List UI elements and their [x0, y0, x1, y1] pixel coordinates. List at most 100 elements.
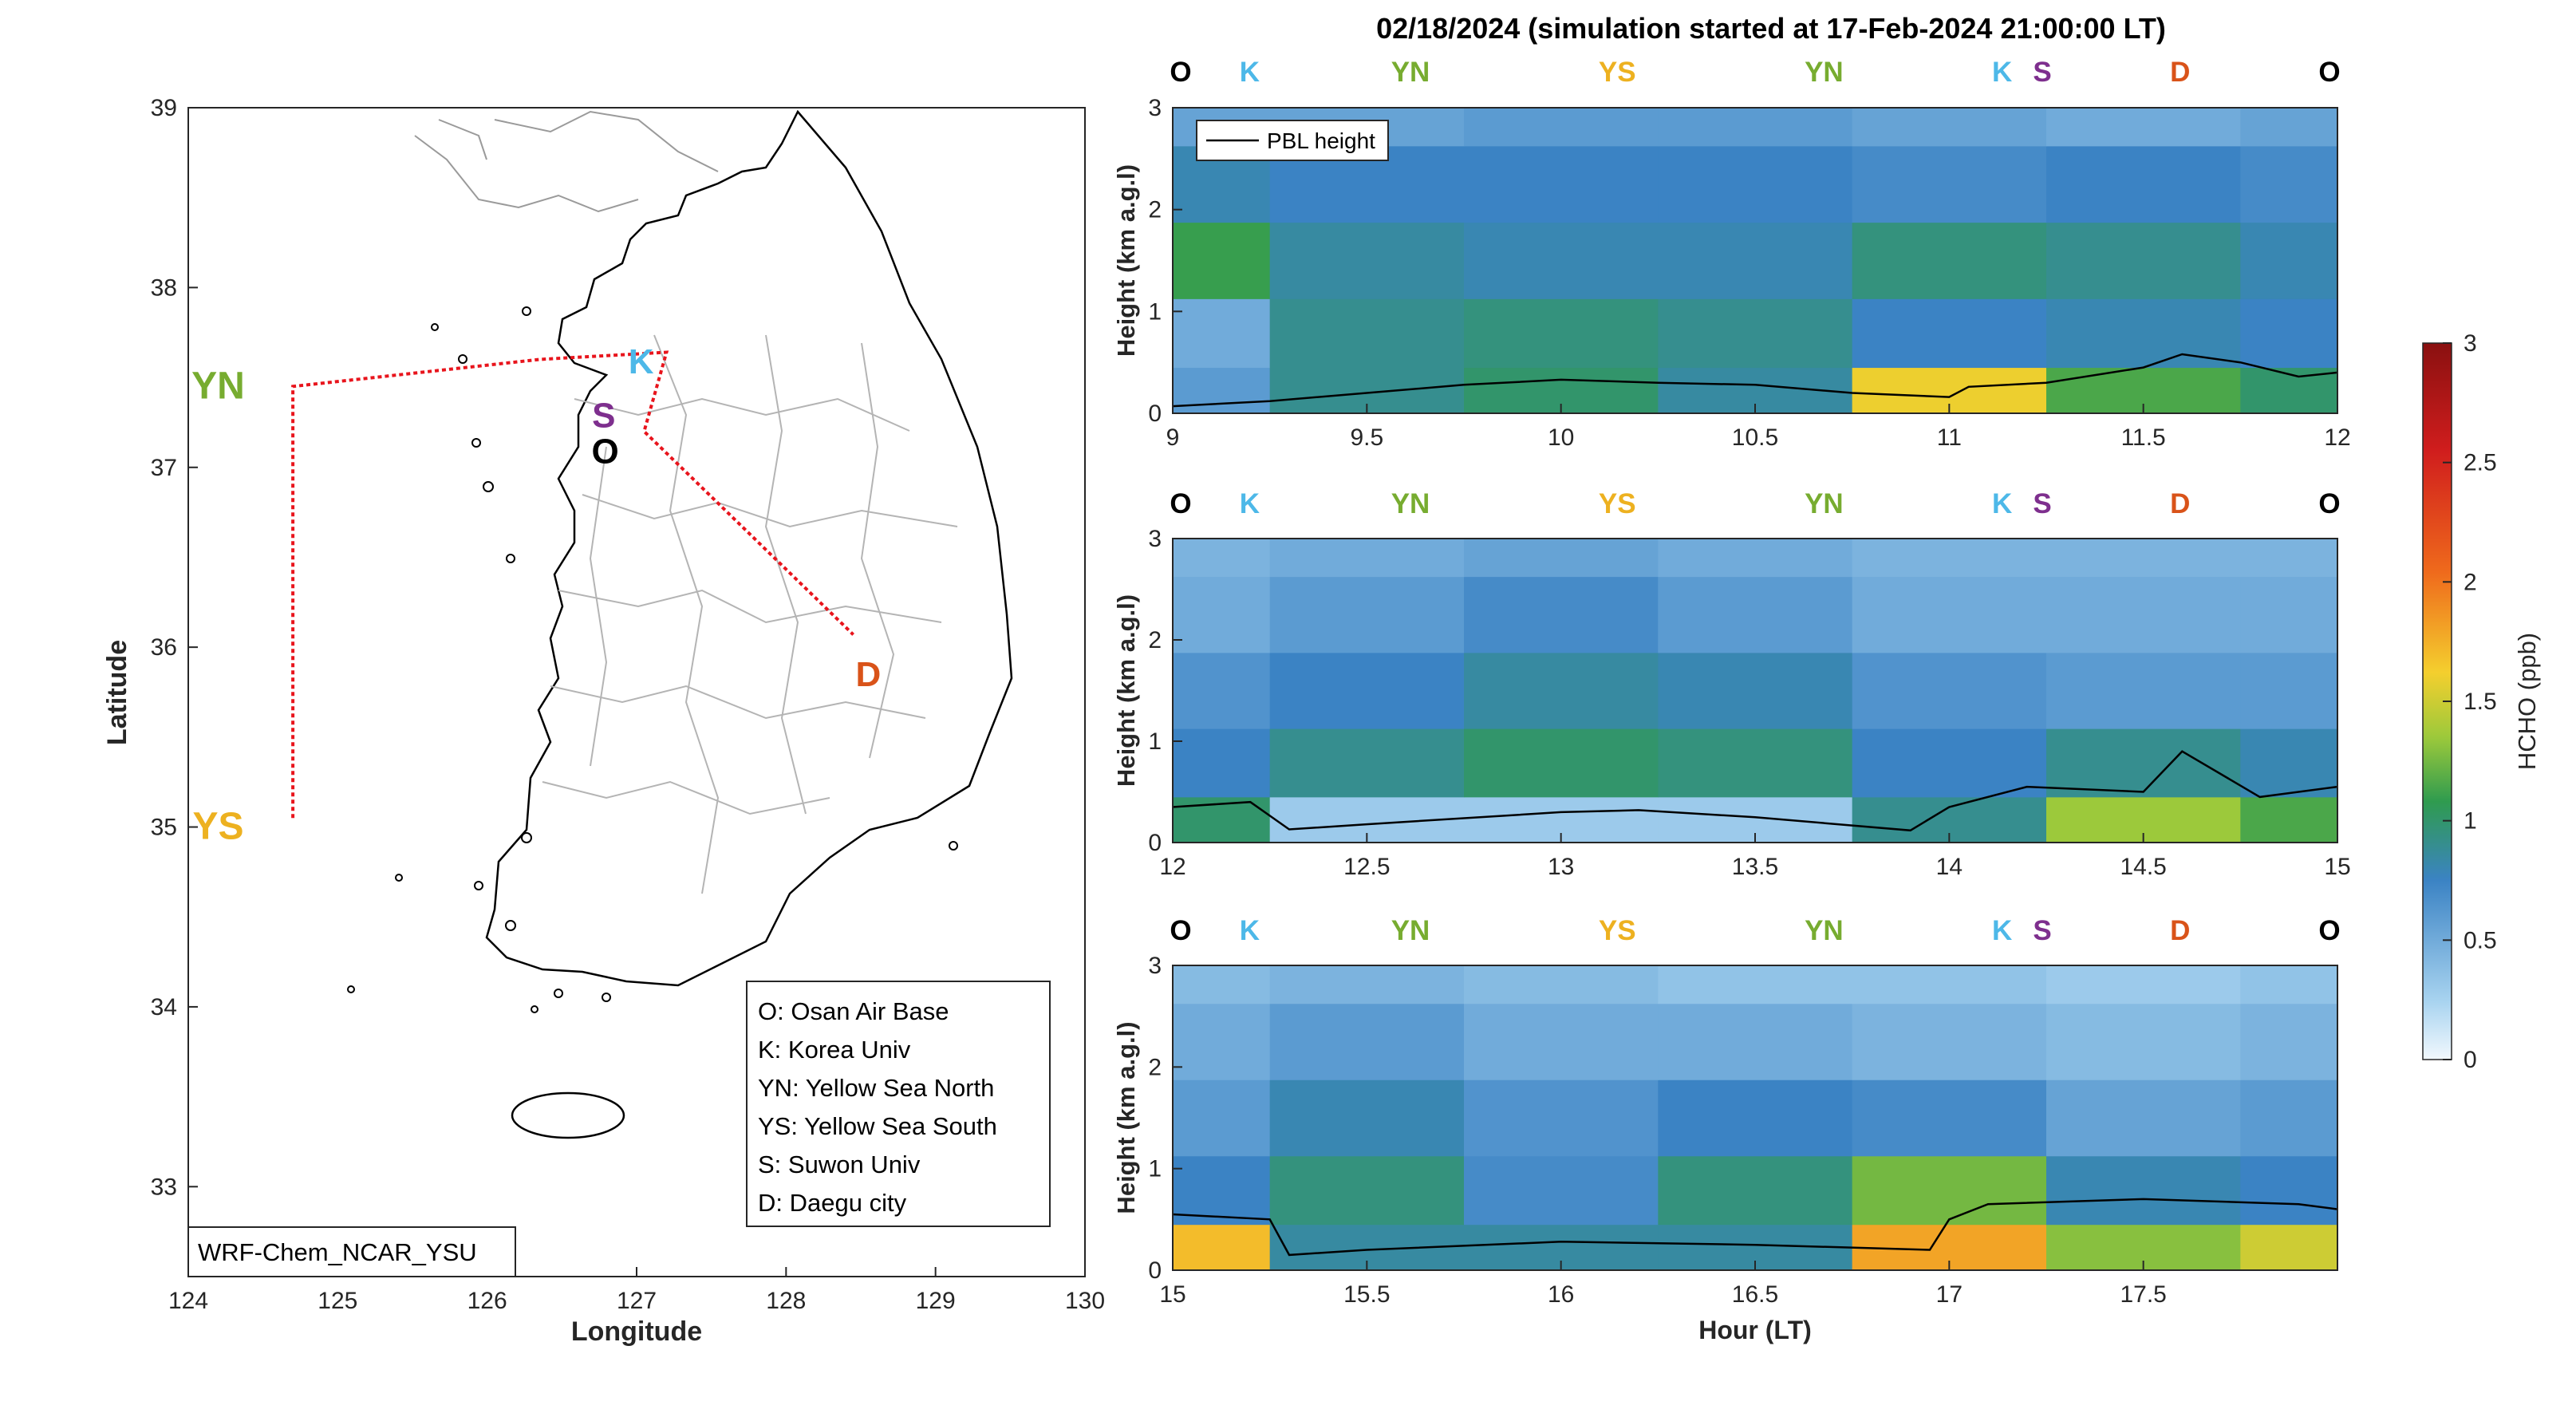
heatmap-cell: [2240, 539, 2338, 578]
site-label-yn: YN: [1391, 57, 1430, 88]
map-xtick-label: 125: [318, 1288, 357, 1314]
colorbar: 0 0.5 1 1.5 2 2.5 3 HCHO (ppb): [2422, 330, 2541, 1073]
colorbar-tick-label: 1.5: [2464, 689, 2497, 715]
heatmap-cell: [1173, 728, 1271, 798]
map-xtick-label: 124: [168, 1288, 208, 1314]
site-label-yn: YN: [1805, 488, 1844, 519]
xtick-label: 16.5: [1732, 1281, 1778, 1308]
heatmap-cell: [2046, 1155, 2241, 1226]
site-label-row: O K YN YS YN K S D O: [1170, 57, 2340, 88]
heatmap-cell: [1658, 1080, 1853, 1157]
heatmap-cell: [1173, 1080, 1271, 1157]
legend-item-o: O: Osan Air Base: [758, 997, 949, 1025]
heatmap-cell: [1269, 576, 1465, 653]
heatmap-cells: [1173, 108, 2338, 414]
heatmap-cell: [1269, 539, 1465, 578]
legend-item-yn: YN: Yellow Sea North: [758, 1074, 994, 1102]
site-label-row: O K YN YS YN K S D O: [1170, 488, 2340, 519]
heatmap-cell: [1464, 965, 1659, 1005]
heatmap-cell: [2240, 576, 2338, 653]
site-label-ys: YS: [1599, 488, 1636, 519]
map-site-o: O: [592, 432, 619, 471]
xtick-label: 15: [1159, 1281, 1185, 1308]
map-site-k: K: [629, 342, 654, 381]
heatmap-cell: [1658, 539, 1853, 578]
ytick-label: 2: [1148, 197, 1162, 223]
heatmap-cell: [1464, 222, 1659, 299]
pbl-legend: PBL height: [1196, 120, 1389, 161]
heatmap-cell: [1658, 298, 1853, 369]
heatmap-cell: [1464, 298, 1659, 369]
site-label-k: K: [1992, 915, 2012, 946]
heatmap-cell: [1658, 145, 1853, 223]
map-ytick-label: 36: [151, 634, 177, 661]
heatmap-cell: [1852, 145, 2047, 223]
site-label-o: O: [2318, 57, 2340, 88]
map-xtick-label: 128: [766, 1288, 806, 1314]
map-site-yn: YN: [191, 365, 245, 407]
heatmap-cell: [1852, 728, 2047, 798]
pbl-legend-label: PBL height: [1267, 128, 1375, 153]
heatmap-cell: [1852, 298, 2047, 369]
colorbar-tick-label: 2.5: [2464, 450, 2497, 476]
heatmap-cell: [2046, 576, 2241, 653]
heatmap-cell: [2240, 298, 2338, 369]
heatmap-cell: [1464, 728, 1659, 798]
map-ytick-label: 38: [151, 274, 177, 301]
heatmap-cell: [2046, 965, 2241, 1005]
colorbar-tick-label: 0: [2464, 1047, 2477, 1073]
site-label-d: D: [2170, 915, 2190, 946]
panel-xlabel: Hour (LT): [1698, 1316, 1812, 1344]
panel-ylabel: Height (km a.g.l): [1112, 164, 1140, 357]
colorbar-label: HCHO (ppb): [2513, 633, 2541, 770]
heatmap-cell: [1464, 1080, 1659, 1157]
map-xtick-label: 126: [467, 1288, 507, 1314]
heatmap-cell: [1269, 652, 1465, 729]
heatmap-cell: [1173, 652, 1271, 729]
site-label-yn: YN: [1391, 915, 1430, 946]
xtick-label: 13.5: [1732, 854, 1778, 880]
map-ylabel: Latitude: [102, 640, 132, 745]
xtick-label: 15: [2324, 854, 2350, 880]
panel-ylabel: Height (km a.g.l): [1112, 594, 1140, 787]
model-label-box: WRF-Chem_NCAR_YSU: [187, 1226, 516, 1277]
heatmap-cell: [1269, 1003, 1465, 1080]
legend-item-ys: YS: Yellow Sea South: [758, 1112, 997, 1140]
pbl-height-line: [1172, 353, 2338, 408]
site-label-o: O: [1170, 488, 1191, 519]
heatmap-cell: [2240, 222, 2338, 299]
heatmap-cell: [2046, 652, 2241, 729]
site-label-o: O: [1170, 57, 1191, 88]
heatmap-cell: [2046, 145, 2241, 223]
heatmap-cell: [1173, 1155, 1271, 1226]
heatmap-panel-3: 15 15.5 16 16.5 17 17.5 0 1 2 3 Height (km a.g.l) H…: [1112, 915, 2341, 1344]
heatmap-cell: [1269, 222, 1465, 299]
heatmap-cell: [1269, 298, 1465, 369]
heatmap-cell: [2240, 728, 2338, 798]
site-label-s: S: [2033, 57, 2051, 88]
heatmap-cell: [2240, 1155, 2338, 1226]
heatmap-cell: [2240, 652, 2338, 729]
map-site-s: S: [592, 396, 615, 435]
ytick-label: 0: [1148, 401, 1162, 427]
heatmap-cell: [1269, 728, 1465, 798]
site-label-k: K: [1240, 915, 1260, 946]
map-ytick-label: 39: [151, 95, 177, 121]
colorbar-tick-label: 0.5: [2464, 927, 2497, 953]
site-label-row: O K YN YS YN K S D O: [1170, 915, 2340, 946]
colorbar-tick-label: 3: [2464, 330, 2477, 357]
islands: [347, 306, 958, 1013]
heatmap-cell: [1173, 1003, 1271, 1080]
heatmap-cell: [1658, 652, 1853, 729]
admin-boundaries: [542, 334, 958, 894]
heatmap-cell: [2046, 1003, 2241, 1080]
panel-ylabel: Height (km a.g.l): [1112, 1021, 1140, 1214]
ytick-label: 3: [1148, 953, 1162, 979]
site-label-yn: YN: [1805, 915, 1844, 946]
map-site-ys: YS: [192, 806, 243, 848]
heatmap-cell: [1852, 1155, 2047, 1226]
heatmap-cell: [2240, 145, 2338, 223]
